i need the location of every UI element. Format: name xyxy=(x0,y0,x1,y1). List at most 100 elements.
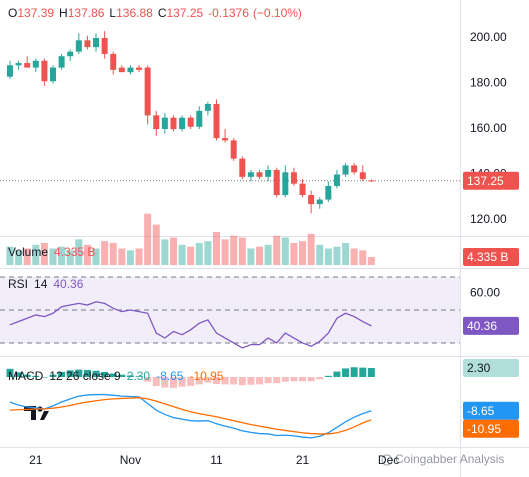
volume-bar xyxy=(126,250,134,265)
x-tick-label: Dec xyxy=(378,453,399,467)
candle-body xyxy=(15,63,22,66)
volume-bar xyxy=(256,246,264,265)
candle-body xyxy=(161,117,168,130)
legend-text: -0.1376 xyxy=(208,6,249,20)
legend-text: O xyxy=(8,6,17,20)
macd-histogram-bar xyxy=(204,377,212,383)
macd-histogram-bar xyxy=(281,377,289,382)
macd-histogram-bar xyxy=(212,377,220,385)
macd-histogram-bar xyxy=(333,371,341,378)
candle-body xyxy=(290,172,297,184)
volume-bar xyxy=(152,224,160,265)
candle-body xyxy=(127,67,134,73)
candle-body xyxy=(213,104,220,139)
layer xyxy=(0,180,460,388)
volume-bar xyxy=(118,248,126,265)
price-tag-label: -10.95 xyxy=(467,422,501,436)
macd-histogram-bar xyxy=(256,377,264,385)
volume-bar xyxy=(350,248,358,265)
volume-bar xyxy=(367,257,375,265)
macd-histogram-bar xyxy=(144,377,152,382)
candle-body xyxy=(196,110,203,127)
legend-text: 4.335 B xyxy=(54,245,95,259)
price-tag-label: -8.65 xyxy=(467,404,495,418)
macd-histogram-bar xyxy=(49,374,57,378)
volume-bar xyxy=(169,237,177,265)
legend-text: L xyxy=(109,6,116,20)
macd-histogram-bar xyxy=(75,369,83,378)
legend-text: 40.36 xyxy=(53,277,83,291)
volume-bar xyxy=(6,246,14,265)
macd-histogram-bar xyxy=(152,377,160,386)
macd-histogram-bar xyxy=(23,374,31,378)
y-tick-label: 180.00 xyxy=(470,76,507,90)
macd-histogram-bar xyxy=(83,369,91,378)
volume-bar xyxy=(247,248,255,265)
macd-histogram-bar xyxy=(290,377,298,382)
volume-bar xyxy=(307,233,315,265)
volume-bar xyxy=(281,237,289,265)
watermark: Coingabber Analysis xyxy=(395,452,504,466)
volume-bar xyxy=(316,244,324,265)
candle-body xyxy=(153,115,160,130)
y-tick-label: 160.00 xyxy=(470,121,507,135)
candle-body xyxy=(24,63,31,68)
macd-histogram-bar xyxy=(135,376,143,378)
macd-histogram-bar xyxy=(109,373,117,378)
price-tag xyxy=(463,171,519,190)
macd-histogram-bar xyxy=(299,377,307,382)
volume-bar xyxy=(161,239,169,265)
candle-body xyxy=(273,170,280,196)
legend-text: 136.88 xyxy=(116,6,153,20)
macd-histogram-bar xyxy=(32,375,40,378)
volume-bar xyxy=(290,243,298,265)
candle-body xyxy=(333,174,340,186)
candle-body xyxy=(299,183,306,196)
candle-body xyxy=(351,165,358,173)
macd-histogram-bar xyxy=(161,377,169,388)
macd-histogram-bar xyxy=(66,370,74,378)
candle-body xyxy=(282,172,289,196)
macd-histogram-bar xyxy=(126,375,134,378)
candle-body xyxy=(41,60,48,82)
candle-body xyxy=(239,158,246,177)
candle-body xyxy=(84,40,91,48)
price-tag-label: 137.25 xyxy=(467,174,504,188)
macd-line xyxy=(9,397,372,435)
macd-histogram-bar xyxy=(264,377,272,384)
candle-body xyxy=(342,165,349,175)
rsi-line xyxy=(9,301,372,349)
volume-bar xyxy=(342,243,350,265)
legend-text: MACD xyxy=(8,369,44,383)
macd-histogram-bar xyxy=(101,371,109,378)
candle-body xyxy=(144,67,151,116)
watermark-icon xyxy=(381,454,393,466)
macd-line xyxy=(9,393,372,439)
macd-histogram-bar xyxy=(178,377,186,387)
candle-body xyxy=(118,67,125,73)
candle-body xyxy=(265,170,272,177)
candle-body xyxy=(170,117,177,130)
volume-bar xyxy=(23,248,31,265)
y-tick-label: 120.00 xyxy=(470,212,507,226)
candle-body xyxy=(222,138,229,141)
candle-body xyxy=(359,172,366,180)
volume-bar xyxy=(187,246,195,265)
candle-body xyxy=(50,67,57,82)
legend-text: 2.30 xyxy=(127,369,151,383)
volume-bar xyxy=(83,244,91,265)
macd-histogram-bar xyxy=(359,367,367,378)
volume-bar xyxy=(273,235,281,265)
legend-text: 12 26 close 9 xyxy=(49,369,121,383)
volume-bar xyxy=(101,241,109,265)
candle-body xyxy=(136,67,143,70)
price-tag xyxy=(463,359,519,378)
volume-bar xyxy=(230,235,238,265)
macd-histogram-bar xyxy=(92,370,100,378)
macd-histogram-bar xyxy=(195,377,203,385)
macd-histogram-bar xyxy=(238,377,246,386)
price-tag xyxy=(463,419,519,438)
price-tag-label: 4.335 B xyxy=(467,250,508,264)
candle-body xyxy=(316,199,323,205)
